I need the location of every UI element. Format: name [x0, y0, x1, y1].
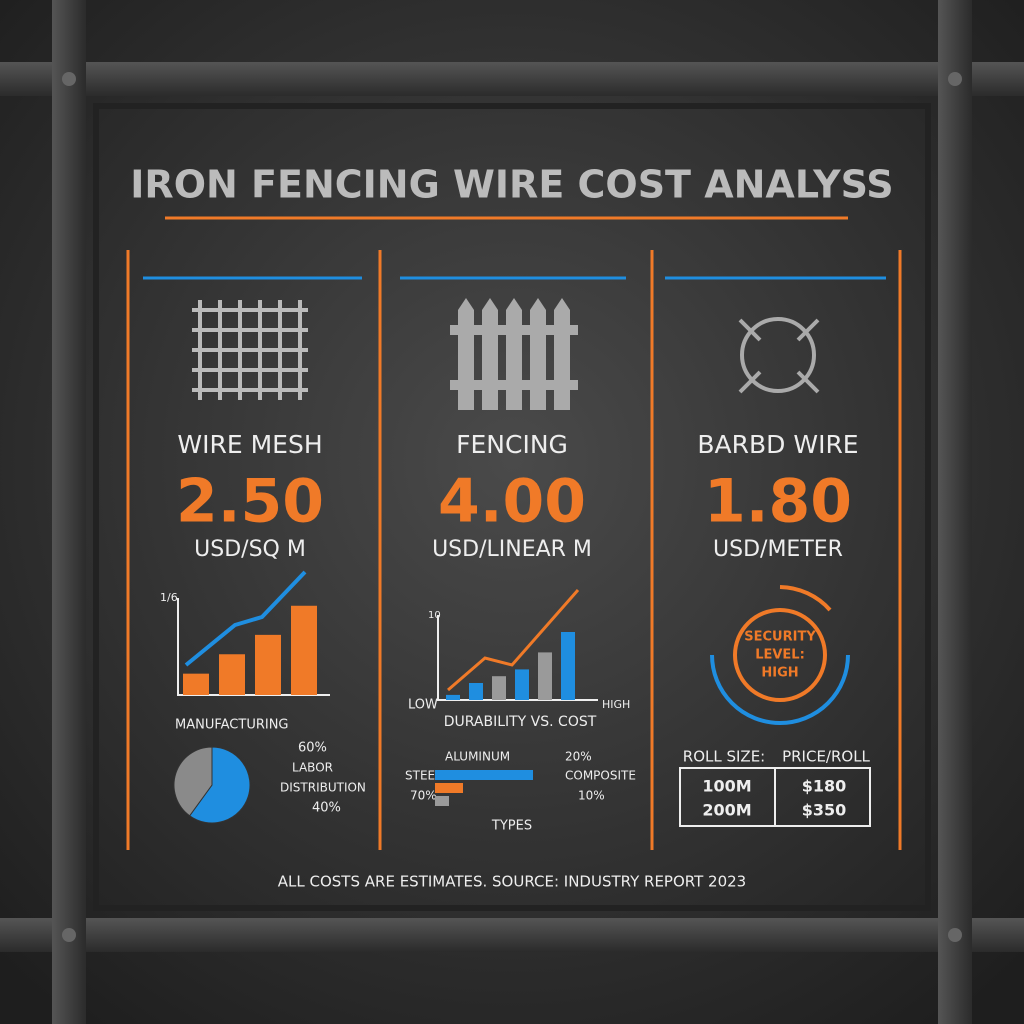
table-header: ROLL SIZE: [683, 748, 765, 766]
barbed-icon [738, 317, 820, 394]
footer: ALL COSTS ARE ESTIMATES. SOURCE: INDUSTR… [278, 873, 746, 891]
bar [255, 634, 281, 695]
mesh-icon [192, 300, 308, 400]
price: 2.50 [176, 467, 324, 537]
bar [291, 605, 317, 695]
unit: USD/SQ M [194, 537, 306, 562]
unit: USD/METER [713, 537, 843, 562]
trend-arrow [184, 570, 307, 667]
axis-label: LOW [408, 698, 438, 713]
dividers [126, 216, 902, 850]
pie-value-label: 60% [298, 741, 327, 756]
axis-label: HIGH [602, 698, 630, 711]
bar [469, 683, 483, 700]
bar [219, 654, 245, 695]
type-bar [435, 783, 463, 793]
panel-name: BARBD WIRE [697, 430, 858, 459]
bar [538, 652, 552, 700]
bar [561, 632, 575, 700]
panel-name: FENCING [456, 430, 568, 459]
bar [183, 673, 209, 695]
table-cell: $350 [802, 801, 847, 820]
roll-table-frame [679, 767, 871, 827]
type-value: 10% [578, 789, 605, 803]
type-value: 70% [410, 789, 437, 803]
pie-legend: LABOR [292, 761, 333, 775]
type-bar [435, 796, 449, 806]
bar [492, 676, 506, 700]
axis-label: 1/6 [160, 591, 178, 604]
security-text: SECURITY [744, 630, 816, 645]
pie-slice [188, 746, 251, 824]
chart-caption: DURABILITY VS. COST [444, 714, 597, 730]
axis-label: 10 [428, 610, 441, 621]
types-caption: TYPES [491, 819, 532, 834]
type-name: COMPOSITE [565, 769, 636, 783]
trend-arrow [447, 589, 580, 692]
price: 1.80 [704, 467, 852, 537]
title: IRON FENCING WIRE COST ANALYSS [130, 163, 893, 207]
table-cell: $180 [802, 777, 847, 796]
type-value: 20% [565, 750, 592, 764]
price: 4.00 [438, 467, 586, 537]
security-text: HIGH [761, 666, 798, 681]
security-text: LEVEL: [755, 648, 805, 663]
pie-slice [173, 746, 213, 817]
unit: USD/LINEAR M [432, 537, 592, 562]
bar [515, 669, 529, 700]
pie-legend: DISTRIBUTION [280, 781, 366, 795]
table-cell: 100M [702, 777, 751, 796]
fence-icon [450, 298, 578, 410]
table-cell: 200M [702, 801, 751, 820]
pie-title: MANUFACTURING [175, 718, 289, 733]
table-header: PRICE/ROLL [782, 748, 870, 766]
security-ring [710, 585, 850, 725]
panel-name: WIRE MESH [177, 430, 322, 459]
pie-value-label: 40% [312, 801, 341, 816]
type-name: STEEL [405, 769, 442, 783]
type-name: ALUMINUM [445, 750, 510, 764]
type-bar [435, 770, 533, 780]
bar [446, 694, 460, 700]
